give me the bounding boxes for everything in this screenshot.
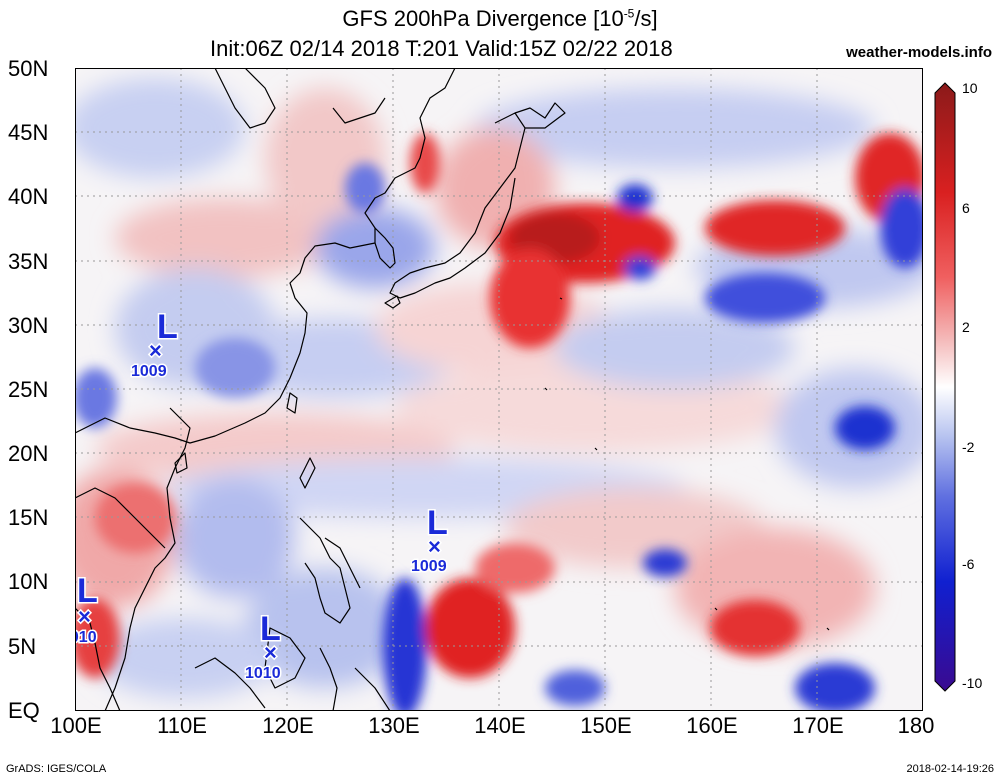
colorbar-label-neg10: -10 <box>962 675 983 691</box>
colorbar-label-6: 6 <box>962 200 970 216</box>
lat-label-50n: 50N <box>8 56 49 81</box>
svg-text:1009: 1009 <box>411 558 447 575</box>
low-center-1010-south: L × 1010 <box>244 609 283 684</box>
colorbar-label-neg6: -6 <box>962 556 975 572</box>
svg-text:1009: 1009 <box>131 363 167 380</box>
lon-label-120e: 120E <box>262 713 314 738</box>
svg-text:L: L <box>260 610 281 648</box>
svg-text:×: × <box>78 604 91 629</box>
divergence-map: L × 1009 L × 1009 L × 1010 L × 1010 <box>75 68 923 711</box>
colorbar-label-10: 10 <box>962 80 978 96</box>
lat-label-25n: 25N <box>8 377 49 402</box>
colorbar <box>934 82 956 692</box>
lat-label-15n: 15N <box>8 505 49 530</box>
svg-text:×: × <box>264 640 277 665</box>
chart-subtitle: Init:06Z 02/14 2018 T:201 Valid:15Z 02/2… <box>210 36 673 61</box>
coastlines <box>75 68 830 711</box>
lat-label-5n: 5N <box>8 634 37 659</box>
lat-label-10n: 10N <box>8 569 49 594</box>
svg-text:L: L <box>157 308 178 346</box>
low-center-1009-east: L × 1009 <box>410 503 450 577</box>
site-credit: weather-models.info <box>846 44 992 61</box>
low-pressure-markers: L × 1009 L × 1009 L × 1010 L × 1010 <box>75 307 450 684</box>
svg-text:×: × <box>149 338 162 363</box>
lon-label-180: 180 <box>897 713 935 738</box>
svg-text:L: L <box>77 572 98 610</box>
low-center-1010-west: L × 1010 <box>75 571 99 648</box>
low-center-1009-north: L × 1009 <box>130 307 180 382</box>
grid-lines <box>75 68 923 711</box>
lat-label-40n: 40N <box>8 184 49 209</box>
colorbar-scale <box>934 82 956 692</box>
lon-label-130e: 130E <box>368 713 420 738</box>
lat-label-45n: 45N <box>8 120 49 145</box>
lat-label-20n: 20N <box>8 441 49 466</box>
footer-timestamp: 2018-02-14-19:26 <box>906 763 994 775</box>
lon-label-140e: 140E <box>474 713 526 738</box>
chart-title: GFS 200hPa Divergence [10-5/s] <box>342 6 658 31</box>
lat-label-eq: EQ <box>8 698 40 723</box>
footer-grads: GrADS: IGES/COLA <box>6 763 107 775</box>
map-frame <box>75 68 923 711</box>
colorbar-label-2: 2 <box>962 319 970 335</box>
lon-label-110e: 110E <box>157 713 207 738</box>
lon-label-160e: 160E <box>686 713 738 738</box>
colorbar-label-neg2: -2 <box>962 439 975 455</box>
divergence-field-strong <box>75 133 923 711</box>
lon-label-100e: 100E <box>50 713 102 738</box>
lat-label-35n: 35N <box>8 249 49 274</box>
lat-label-30n: 30N <box>8 313 49 338</box>
lon-label-170e: 170E <box>792 713 844 738</box>
svg-text:L: L <box>427 504 448 542</box>
lon-label-150e: 150E <box>580 713 632 738</box>
svg-text:×: × <box>428 534 441 559</box>
svg-text:1010: 1010 <box>75 629 97 646</box>
svg-text:1010: 1010 <box>245 665 281 682</box>
